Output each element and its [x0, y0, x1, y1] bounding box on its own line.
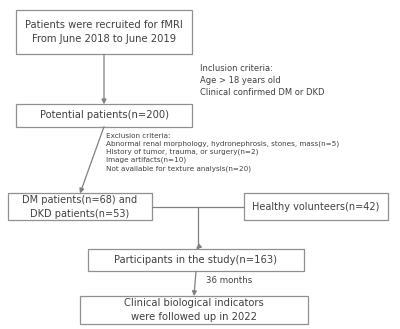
Text: Healthy volunteers(n=42): Healthy volunteers(n=42)	[252, 202, 380, 212]
Text: Clinical biological indicators
were followed up in 2022: Clinical biological indicators were foll…	[124, 298, 264, 322]
Text: DM patients(n=68) and
DKD patients(n=53): DM patients(n=68) and DKD patients(n=53)	[22, 195, 138, 219]
Text: 36 months: 36 months	[206, 276, 252, 285]
FancyBboxPatch shape	[244, 193, 388, 220]
Text: Inclusion criteria:
Age > 18 years old
Clinical confirmed DM or DKD: Inclusion criteria: Age > 18 years old C…	[200, 64, 324, 97]
FancyBboxPatch shape	[80, 296, 308, 324]
FancyBboxPatch shape	[16, 104, 192, 127]
Text: Participants in the study(n=163): Participants in the study(n=163)	[114, 255, 278, 265]
Text: Patients were recruited for fMRI
From June 2018 to June 2019: Patients were recruited for fMRI From Ju…	[25, 20, 183, 44]
FancyBboxPatch shape	[16, 10, 192, 54]
Text: Exclusion criteria:
Abnormal renal morphology, hydronephrosis, stones, mass(n=5): Exclusion criteria: Abnormal renal morph…	[106, 133, 339, 172]
FancyBboxPatch shape	[8, 193, 152, 220]
Text: Potential patients(n=200): Potential patients(n=200)	[40, 111, 168, 120]
FancyBboxPatch shape	[88, 249, 304, 271]
